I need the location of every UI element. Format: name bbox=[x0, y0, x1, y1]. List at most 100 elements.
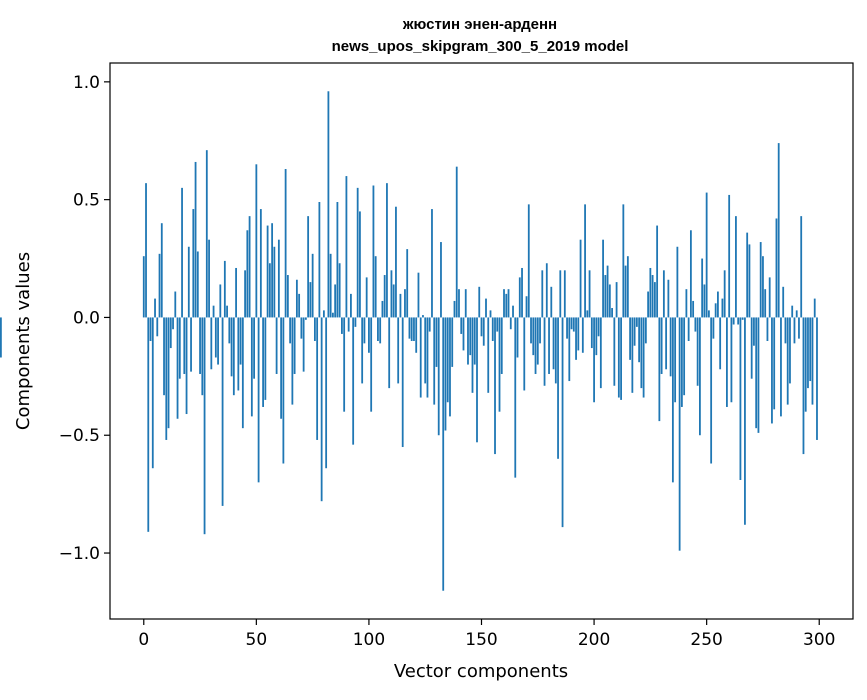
bar-203 bbox=[599, 317, 602, 389]
bar-123 bbox=[419, 317, 422, 398]
bar-277 bbox=[766, 317, 769, 341]
bar-78 bbox=[318, 202, 321, 318]
bar-3 bbox=[149, 317, 152, 341]
bar-54 bbox=[264, 317, 267, 400]
bar-124 bbox=[422, 315, 424, 318]
bar-32 bbox=[214, 317, 217, 358]
bar-101 bbox=[370, 317, 373, 412]
bar-200 bbox=[593, 317, 595, 403]
bar-226 bbox=[651, 275, 654, 318]
bar-243 bbox=[689, 230, 692, 318]
bar-250 bbox=[705, 192, 708, 318]
bar-237 bbox=[676, 246, 679, 318]
bar-227 bbox=[653, 282, 656, 318]
bar-294 bbox=[804, 317, 807, 412]
bar-36 bbox=[223, 260, 226, 318]
bar-70 bbox=[300, 317, 303, 339]
bar-138 bbox=[453, 300, 456, 318]
bar-187 bbox=[563, 270, 566, 318]
bar-80 bbox=[322, 310, 325, 318]
bar-87 bbox=[338, 263, 341, 318]
bar-85 bbox=[334, 284, 337, 318]
bar-190 bbox=[570, 317, 573, 330]
bar-57 bbox=[271, 223, 274, 318]
bar-223 bbox=[644, 317, 647, 344]
x-tick-label: 250 bbox=[690, 630, 722, 650]
bar-22 bbox=[192, 209, 195, 318]
bar-234 bbox=[669, 317, 672, 377]
bar-67 bbox=[293, 317, 296, 374]
bar-131 bbox=[437, 317, 440, 436]
bar-108 bbox=[386, 183, 388, 318]
bar-132 bbox=[440, 242, 442, 318]
x-tick-label: 200 bbox=[578, 630, 610, 650]
bar-68 bbox=[295, 279, 298, 318]
bar-16 bbox=[178, 317, 181, 379]
bar-257 bbox=[721, 298, 724, 318]
bar-174 bbox=[534, 317, 537, 374]
bar-18 bbox=[183, 317, 186, 374]
bar-11 bbox=[167, 317, 170, 429]
bar-215 bbox=[626, 256, 629, 318]
bar-20 bbox=[187, 246, 190, 318]
bar-284 bbox=[782, 286, 785, 318]
bar-60 bbox=[277, 239, 280, 318]
bar-52 bbox=[259, 209, 262, 318]
bar-159 bbox=[500, 317, 503, 374]
bar-261 bbox=[730, 317, 733, 403]
bar-198 bbox=[588, 270, 591, 318]
bar-41 bbox=[235, 267, 237, 318]
bar-169 bbox=[523, 317, 526, 391]
bar-133 bbox=[442, 317, 445, 591]
bar-276 bbox=[764, 289, 767, 318]
bar-247 bbox=[699, 317, 701, 436]
bar-270 bbox=[750, 317, 753, 379]
bar-109 bbox=[388, 317, 391, 389]
bar-143 bbox=[464, 289, 467, 318]
bar-111 bbox=[392, 284, 395, 318]
bar-89 bbox=[343, 317, 346, 412]
bar-105 bbox=[379, 317, 382, 344]
y-axis-label: Components values bbox=[13, 252, 34, 430]
bar-66 bbox=[291, 317, 294, 405]
bar-179 bbox=[545, 263, 548, 318]
bar-298 bbox=[813, 298, 816, 318]
axis-ticks-group: 0 50 100 150 200 250 300 −1.0 −0.5 0.0 0.5 1.0 bbox=[59, 73, 836, 650]
bar-246 bbox=[696, 317, 699, 386]
bar-29 bbox=[208, 239, 210, 318]
bar-40 bbox=[232, 317, 235, 396]
bar-180 bbox=[548, 317, 550, 374]
y-tick-label: 0.0 bbox=[73, 308, 100, 328]
chart-title-line-2: news_upos_skipgram_300_5_2019 model bbox=[332, 38, 629, 55]
bar-181 bbox=[550, 286, 553, 318]
bar-142 bbox=[462, 317, 465, 351]
bar-220 bbox=[638, 317, 641, 363]
bar-95 bbox=[356, 187, 359, 318]
bar-102 bbox=[372, 185, 375, 318]
bar-25 bbox=[199, 317, 201, 374]
bar-96 bbox=[359, 211, 361, 318]
bar-287 bbox=[789, 317, 791, 384]
bar-75 bbox=[311, 253, 314, 318]
bar-168 bbox=[521, 267, 523, 318]
bar-71 bbox=[302, 317, 305, 372]
bar-280 bbox=[773, 317, 776, 410]
bar-10 bbox=[165, 317, 168, 440]
bar-157 bbox=[496, 317, 499, 332]
bar-173 bbox=[532, 317, 535, 356]
bar-72 bbox=[304, 317, 307, 320]
bar-254 bbox=[714, 303, 717, 318]
bar-122 bbox=[417, 272, 420, 318]
bar-30 bbox=[210, 317, 213, 370]
bar-127 bbox=[428, 317, 431, 332]
bar-286 bbox=[786, 317, 789, 405]
bar-104 bbox=[377, 317, 379, 341]
y-tick-label: −1.0 bbox=[59, 544, 100, 564]
bar-8 bbox=[160, 223, 163, 318]
bar-171 bbox=[527, 204, 530, 318]
bar-297 bbox=[811, 317, 814, 405]
bar-213 bbox=[622, 204, 625, 318]
bar-296 bbox=[809, 317, 812, 382]
bar-229 bbox=[658, 317, 661, 422]
